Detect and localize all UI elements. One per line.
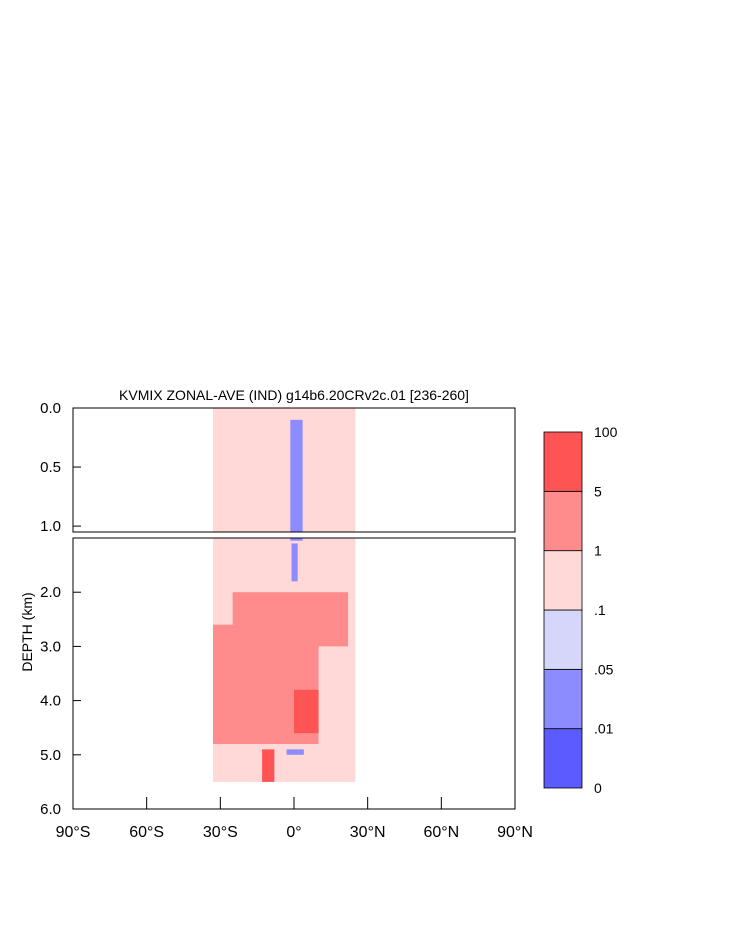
colorbar-label: .05 — [594, 661, 614, 677]
y-tick-label: 4.0 — [40, 693, 61, 710]
y-tick-label: 3.0 — [40, 638, 61, 655]
x-axis-ticks: 90°S 60°S 30°S 0° 30°N 60°N 90°N — [56, 797, 533, 841]
region-floor-high — [262, 749, 275, 782]
lower-panel-fill — [212, 538, 356, 782]
colorbar-label: 1 — [594, 543, 602, 559]
x-tick-label: 90°S — [56, 824, 91, 841]
y-tick-label: 5.0 — [40, 747, 61, 764]
y-tick-label: 2.0 — [40, 584, 61, 601]
x-tick-label: 0° — [286, 824, 301, 841]
region-deep-high — [294, 689, 319, 734]
upper-panel-frame — [72, 407, 516, 533]
lower-y-ticks: 2.0 3.0 4.0 5.0 6.0 — [40, 584, 81, 818]
colorbar-swatch — [543, 728, 583, 789]
colorbar: 0 .01 .05 .1 1 5 100 — [543, 424, 618, 796]
region-equatorial-low — [290, 538, 303, 541]
colorbar-swatch — [543, 490, 583, 552]
x-tick-label: 60°S — [129, 824, 164, 841]
colorbar-swatch — [543, 550, 583, 611]
colorbar-label: 5 — [594, 483, 602, 499]
upper-panel-fill — [212, 408, 356, 532]
colorbar-label: 0 — [594, 780, 602, 796]
region-mid-moderate — [232, 592, 349, 647]
region-bottom-low — [286, 749, 304, 755]
y-tick-label: 0.5 — [40, 459, 61, 476]
y-tick-label: 0.0 — [40, 400, 61, 417]
colorbar-label: .01 — [594, 721, 614, 737]
colorbar-swatch — [543, 431, 583, 492]
y-axis-label: DEPTH (km) — [19, 592, 35, 671]
x-tick-label: 90°N — [497, 824, 533, 841]
region-background — [212, 408, 356, 532]
upper-y-ticks: 0.0 0.5 1.0 — [40, 400, 81, 535]
region-equatorial-low — [290, 419, 303, 532]
region-equatorial-low-2 — [291, 543, 298, 582]
y-tick-label: 6.0 — [40, 801, 61, 818]
y-tick-label: 1.0 — [40, 518, 61, 535]
upper-panel: 0.0 0.5 1.0 — [40, 400, 516, 535]
colorbar-swatch — [543, 668, 583, 730]
colorbar-label: 100 — [594, 424, 618, 440]
colorbar-swatch — [543, 609, 583, 670]
colorbar-label: .1 — [594, 602, 606, 618]
x-tick-label: 60°N — [423, 824, 459, 841]
x-tick-label: 30°N — [350, 824, 386, 841]
x-tick-label: 30°S — [203, 824, 238, 841]
chart-title: KVMIX ZONAL-AVE (IND) g14b6.20CRv2c.01 [… — [119, 387, 469, 403]
lower-panel: 2.03.04.05.06.0 90°S 60°S 30°S 0° 30°N 60°N 90… — [40, 537, 533, 841]
